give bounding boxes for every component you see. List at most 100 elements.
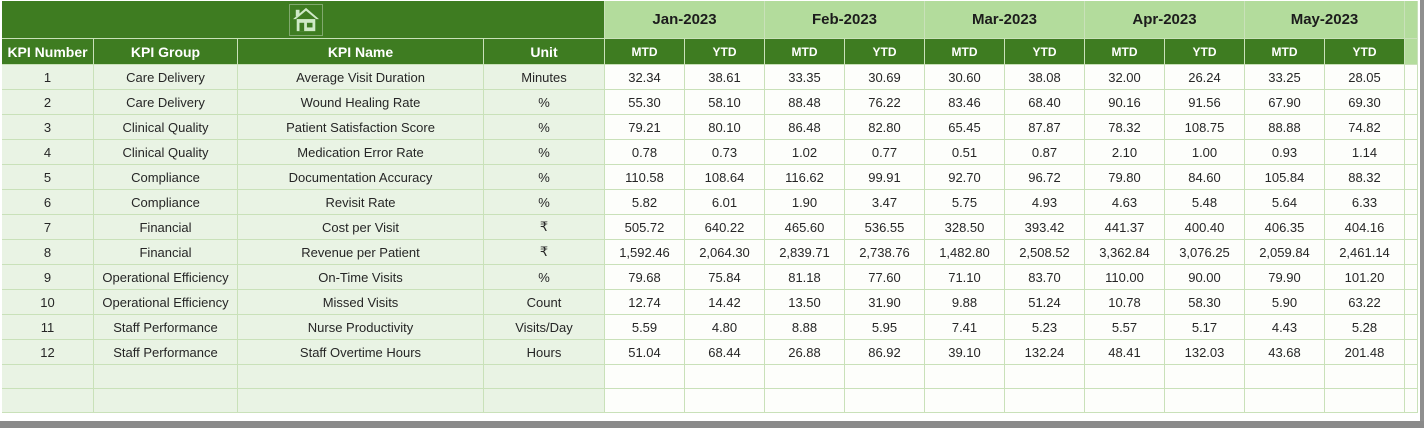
kpi-value-cell[interactable]: 5.64 [1245,190,1325,215]
kpi-group-cell[interactable]: Operational Efficiency [94,290,238,315]
kpi-group-cell[interactable]: Care Delivery [94,90,238,115]
empty-cell[interactable] [605,389,685,413]
kpi-value-cell[interactable]: 5.59 [605,315,685,340]
kpi-name-cell[interactable]: Wound Healing Rate [238,90,484,115]
kpi-value-cell[interactable]: 80.10 [685,115,765,140]
kpi-value-cell[interactable]: 5.75 [925,190,1005,215]
kpi-unit-cell[interactable]: % [484,190,605,215]
kpi-value-cell[interactable]: 5.23 [1005,315,1085,340]
kpi-value-cell[interactable]: 8.88 [765,315,845,340]
kpi-unit-cell[interactable]: ₹ [484,240,605,265]
empty-cell[interactable] [1005,365,1085,389]
empty-cell[interactable] [1245,365,1325,389]
home-button[interactable] [289,4,323,36]
empty-cell[interactable] [765,365,845,389]
kpi-value-cell[interactable]: 0.78 [605,140,685,165]
kpi-value-cell[interactable]: 1.02 [765,140,845,165]
kpi-value-cell[interactable]: 108.75 [1165,115,1245,140]
kpi-value-cell[interactable]: 0.73 [685,140,765,165]
kpi-number-cell[interactable]: 12 [2,340,94,365]
kpi-value-cell[interactable]: 68.44 [685,340,765,365]
empty-cell[interactable] [2,389,94,413]
kpi-value-cell[interactable]: 6.01 [685,190,765,215]
subheader-mtd[interactable]: MTD [605,39,685,65]
kpi-value-cell[interactable]: 5.95 [845,315,925,340]
kpi-group-cell[interactable]: Staff Performance [94,340,238,365]
kpi-group-cell[interactable]: Clinical Quality [94,140,238,165]
kpi-name-cell[interactable]: Missed Visits [238,290,484,315]
kpi-value-cell[interactable]: 38.08 [1005,65,1085,90]
kpi-value-cell[interactable]: 5.57 [1085,315,1165,340]
kpi-value-cell[interactable]: 5.48 [1165,190,1245,215]
kpi-value-cell[interactable]: 1,482.80 [925,240,1005,265]
empty-cell[interactable] [845,389,925,413]
kpi-value-cell[interactable]: 99.91 [845,165,925,190]
kpi-number-cell[interactable]: 1 [2,65,94,90]
subheader-mtd[interactable]: MTD [765,39,845,65]
kpi-number-cell[interactable]: 7 [2,215,94,240]
kpi-name-cell[interactable]: Average Visit Duration [238,65,484,90]
kpi-value-cell[interactable]: 32.34 [605,65,685,90]
kpi-value-cell[interactable]: 505.72 [605,215,685,240]
empty-cell[interactable] [685,389,765,413]
empty-cell[interactable] [1165,365,1245,389]
kpi-name-cell[interactable]: Patient Satisfaction Score [238,115,484,140]
kpi-group-cell[interactable]: Financial [94,215,238,240]
kpi-value-cell[interactable]: 79.90 [1245,265,1325,290]
kpi-value-cell[interactable]: 38.61 [685,65,765,90]
kpi-value-cell[interactable]: 6.33 [1325,190,1405,215]
kpi-value-cell[interactable]: 9.88 [925,290,1005,315]
column-header[interactable]: Unit [484,39,605,65]
kpi-value-cell[interactable]: 30.69 [845,65,925,90]
kpi-value-cell[interactable]: 43.68 [1245,340,1325,365]
kpi-value-cell[interactable]: 328.50 [925,215,1005,240]
kpi-value-cell[interactable]: 90.00 [1165,265,1245,290]
column-header[interactable]: KPI Group [94,39,238,65]
empty-cell[interactable] [94,365,238,389]
kpi-unit-cell[interactable]: Count [484,290,605,315]
kpi-value-cell[interactable]: 58.30 [1165,290,1245,315]
kpi-value-cell[interactable]: 86.92 [845,340,925,365]
empty-cell[interactable] [845,365,925,389]
kpi-unit-cell[interactable]: % [484,165,605,190]
kpi-value-cell[interactable]: 1,592.46 [605,240,685,265]
kpi-group-cell[interactable]: Clinical Quality [94,115,238,140]
kpi-value-cell[interactable]: 0.93 [1245,140,1325,165]
kpi-name-cell[interactable]: Medication Error Rate [238,140,484,165]
empty-cell[interactable] [94,389,238,413]
kpi-value-cell[interactable]: 63.22 [1325,290,1405,315]
empty-cell[interactable] [765,389,845,413]
kpi-value-cell[interactable]: 87.87 [1005,115,1085,140]
subheader-ytd[interactable]: YTD [1005,39,1085,65]
kpi-value-cell[interactable]: 26.88 [765,340,845,365]
kpi-number-cell[interactable]: 8 [2,240,94,265]
kpi-value-cell[interactable]: 1.14 [1325,140,1405,165]
kpi-name-cell[interactable]: Nurse Productivity [238,315,484,340]
kpi-value-cell[interactable]: 406.35 [1245,215,1325,240]
kpi-value-cell[interactable]: 101.20 [1325,265,1405,290]
empty-cell[interactable] [1085,389,1165,413]
kpi-value-cell[interactable]: 0.77 [845,140,925,165]
empty-cell[interactable] [238,365,484,389]
kpi-value-cell[interactable]: 33.25 [1245,65,1325,90]
empty-cell[interactable] [1165,389,1245,413]
kpi-value-cell[interactable]: 0.51 [925,140,1005,165]
kpi-value-cell[interactable]: 69.30 [1325,90,1405,115]
kpi-value-cell[interactable]: 108.64 [685,165,765,190]
kpi-value-cell[interactable]: 83.46 [925,90,1005,115]
kpi-value-cell[interactable]: 2,461.14 [1325,240,1405,265]
kpi-value-cell[interactable]: 110.00 [1085,265,1165,290]
kpi-value-cell[interactable]: 5.28 [1325,315,1405,340]
kpi-value-cell[interactable]: 7.41 [925,315,1005,340]
kpi-value-cell[interactable]: 33.35 [765,65,845,90]
empty-cell[interactable] [484,389,605,413]
subheader-mtd[interactable]: MTD [1245,39,1325,65]
kpi-value-cell[interactable]: 0.87 [1005,140,1085,165]
kpi-value-cell[interactable]: 88.88 [1245,115,1325,140]
month-header-may-2023[interactable]: May-2023 [1245,1,1405,39]
kpi-value-cell[interactable]: 92.70 [925,165,1005,190]
empty-cell[interactable] [1085,365,1165,389]
kpi-value-cell[interactable]: 105.84 [1245,165,1325,190]
kpi-value-cell[interactable]: 81.18 [765,265,845,290]
kpi-group-cell[interactable]: Care Delivery [94,65,238,90]
